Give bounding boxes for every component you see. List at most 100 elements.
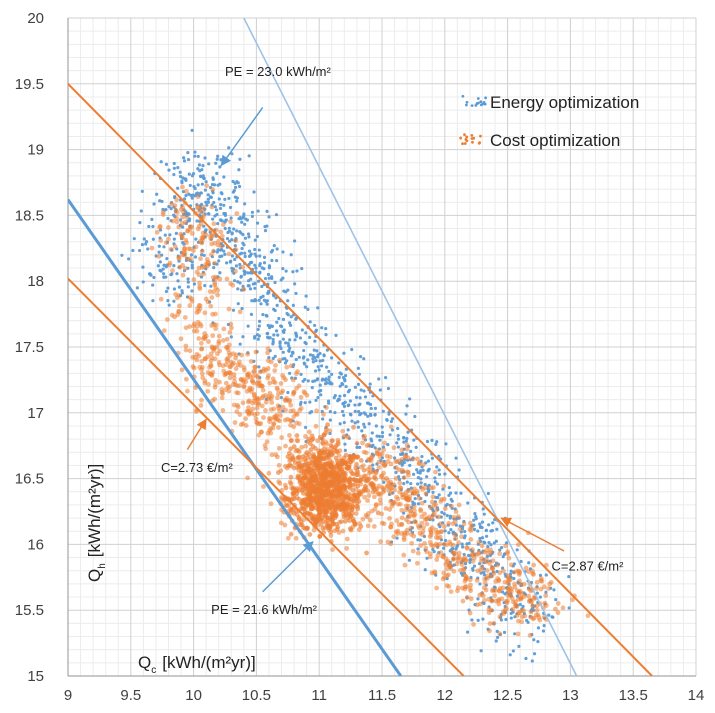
- data-point: [229, 260, 232, 263]
- data-point: [356, 420, 359, 423]
- data-point: [402, 482, 405, 485]
- data-point: [532, 638, 535, 641]
- data-point: [442, 524, 447, 529]
- data-point: [395, 518, 400, 523]
- data-point: [459, 492, 462, 495]
- data-point: [257, 209, 260, 212]
- data-point: [187, 303, 192, 308]
- data-point: [138, 249, 141, 252]
- data-point: [309, 507, 314, 512]
- data-point: [522, 582, 527, 587]
- x-tick-label: 11: [311, 687, 327, 704]
- data-point: [228, 227, 231, 230]
- data-point: [229, 206, 232, 209]
- data-point: [343, 421, 346, 424]
- data-point: [241, 421, 246, 426]
- data-point: [279, 435, 284, 440]
- data-point: [138, 221, 141, 224]
- data-point: [187, 212, 190, 215]
- data-point: [406, 496, 411, 501]
- data-point: [456, 514, 461, 519]
- data-point: [232, 227, 235, 230]
- data-point: [525, 619, 528, 622]
- data-point: [497, 570, 502, 575]
- data-point: [193, 150, 196, 153]
- y-tick-label: 19.5: [15, 76, 44, 93]
- data-point: [324, 427, 329, 432]
- data-point: [222, 204, 225, 207]
- data-point: [440, 511, 443, 514]
- data-point: [416, 538, 419, 541]
- data-point: [262, 366, 267, 371]
- data-point: [409, 450, 412, 453]
- data-point: [374, 470, 379, 475]
- data-point: [352, 499, 357, 504]
- data-point: [286, 454, 291, 459]
- data-point: [446, 503, 449, 506]
- data-point: [320, 440, 325, 445]
- data-point: [417, 502, 420, 505]
- data-point: [443, 506, 448, 511]
- data-point: [363, 425, 366, 428]
- data-point: [368, 469, 373, 474]
- data-point: [165, 257, 168, 260]
- data-point: [481, 593, 486, 598]
- data-point: [218, 229, 223, 234]
- data-point: [166, 299, 169, 302]
- data-point: [218, 271, 221, 274]
- data-point: [254, 267, 257, 270]
- data-point: [399, 522, 404, 527]
- data-point: [389, 482, 394, 487]
- data-point: [392, 488, 397, 493]
- data-point: [248, 284, 251, 287]
- data-point: [405, 440, 408, 443]
- data-point: [345, 537, 350, 542]
- data-point: [478, 537, 481, 540]
- data-point: [205, 204, 208, 207]
- data-point: [483, 513, 486, 516]
- data-point: [394, 476, 399, 481]
- data-point: [503, 544, 508, 549]
- data-point: [319, 495, 324, 500]
- data-point: [384, 506, 389, 511]
- data-point: [505, 600, 510, 605]
- data-point: [289, 508, 294, 513]
- data-point: [324, 377, 327, 380]
- data-point: [191, 264, 194, 267]
- data-point: [231, 254, 234, 257]
- data-point: [232, 309, 235, 312]
- data-point: [366, 523, 371, 528]
- data-point: [338, 376, 341, 379]
- data-point: [419, 469, 422, 472]
- data-point: [190, 231, 195, 236]
- data-point: [226, 385, 231, 390]
- data-point: [495, 639, 498, 642]
- data-point: [465, 595, 470, 600]
- data-point: [280, 278, 283, 281]
- data-point: [519, 603, 522, 606]
- data-point: [453, 551, 458, 556]
- data-point: [320, 326, 323, 329]
- data-point: [253, 350, 258, 355]
- data-point: [251, 369, 256, 374]
- data-point: [428, 540, 433, 545]
- data-point: [378, 539, 383, 544]
- data-point: [150, 218, 153, 221]
- data-point: [253, 298, 256, 301]
- data-point: [265, 300, 268, 303]
- data-point: [222, 175, 225, 178]
- data-point: [343, 511, 348, 516]
- data-point: [428, 505, 433, 510]
- data-point: [274, 309, 277, 312]
- data-point: [252, 393, 257, 398]
- data-point: [387, 387, 390, 390]
- data-point: [173, 238, 176, 241]
- data-point: [330, 475, 335, 480]
- data-point: [333, 411, 336, 414]
- data-point: [542, 584, 547, 589]
- data-point: [475, 578, 480, 583]
- data-point: [180, 252, 185, 257]
- data-point: [305, 294, 308, 297]
- data-point: [343, 443, 346, 446]
